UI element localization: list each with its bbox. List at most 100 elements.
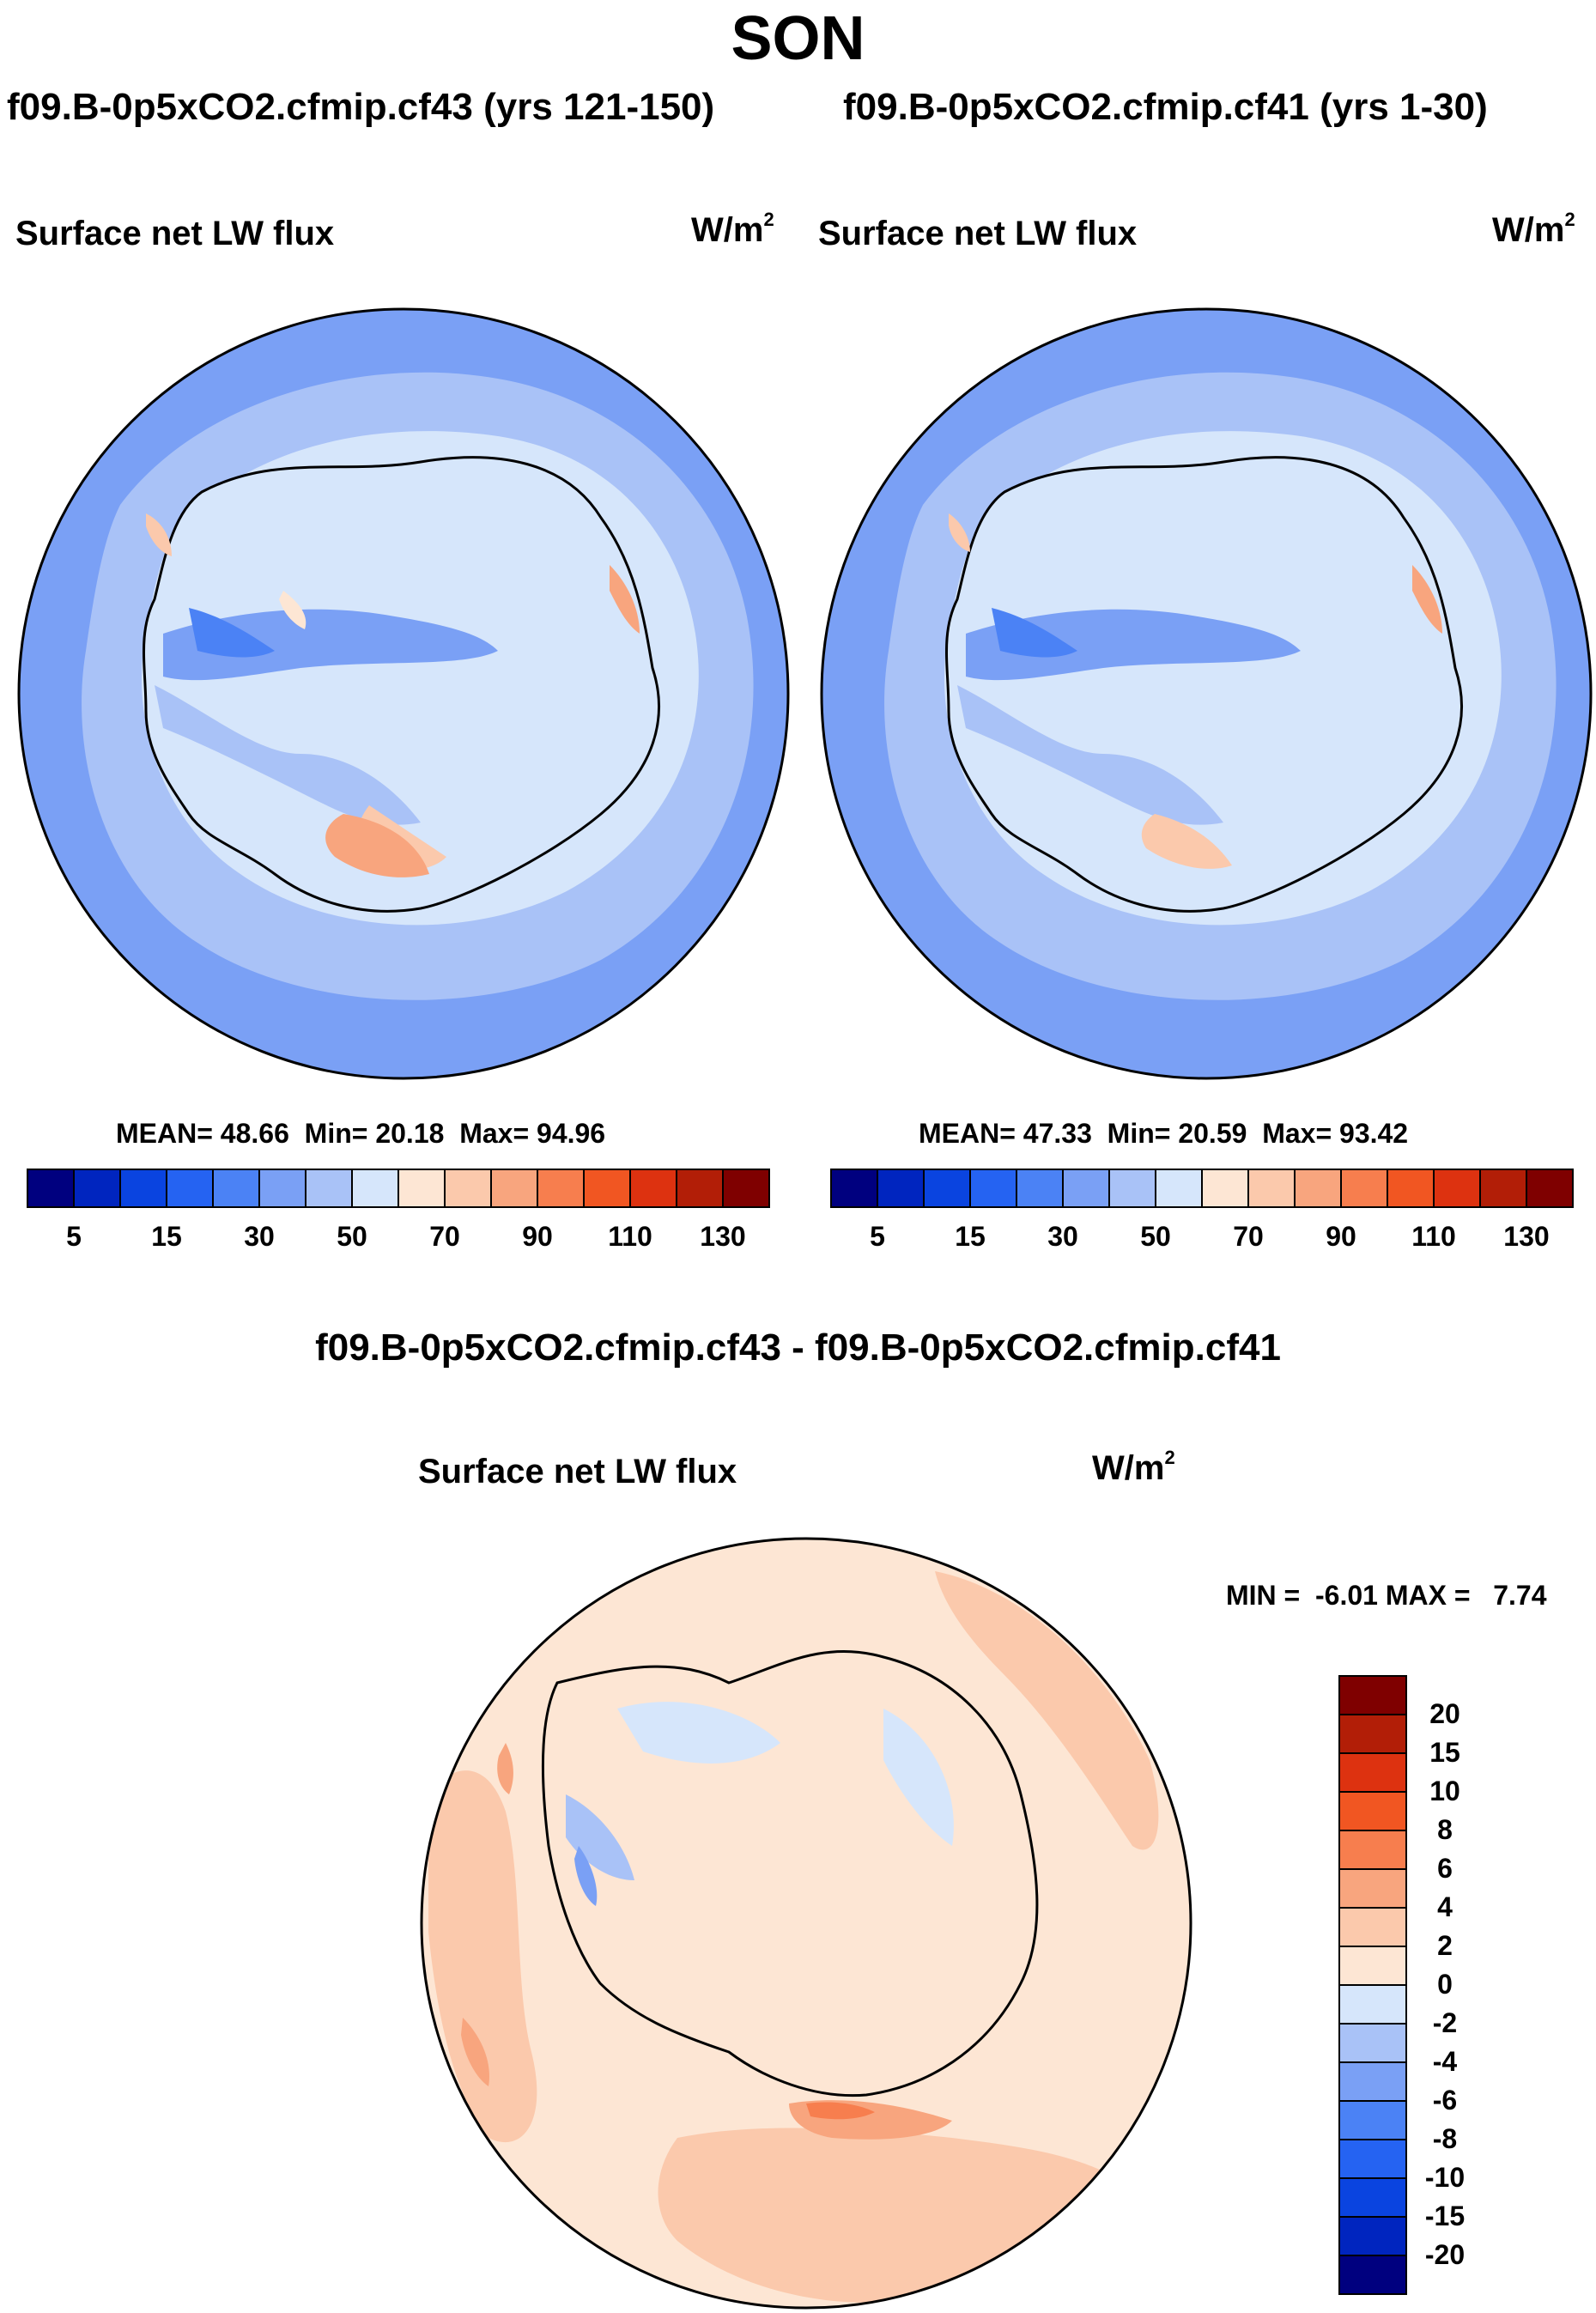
map-left-blue-patch-1: [163, 609, 498, 681]
colorbar-tick-label: 130: [1503, 1221, 1550, 1252]
colorbar-cell: [27, 1169, 75, 1208]
colorbar-cell: [1340, 1169, 1388, 1208]
map-right-border: [820, 307, 1593, 1080]
page-title: SON: [731, 4, 865, 73]
colorbar-tick-label: -2: [1432, 2007, 1458, 2038]
colorbar-cell: [1338, 1868, 1407, 1909]
colorbar-cell: [351, 1169, 399, 1208]
panel-right-units: W/m2: [1492, 208, 1575, 250]
colorbar-cell: [1338, 1675, 1407, 1715]
colorbar-cell: [722, 1169, 770, 1208]
colorbar-cell: [1338, 1752, 1407, 1793]
colorbar-cell: [1338, 2061, 1407, 2102]
colorbar-cell: [1338, 2255, 1407, 2295]
diff-units-exponent: 2: [1164, 1446, 1175, 1468]
panel-right-min-value: 20.59: [1178, 1118, 1247, 1149]
colorbar-tick-label: 5: [66, 1221, 82, 1252]
colorbar-tick-label: 5: [870, 1221, 885, 1252]
map-diff-warm-south-peak: [806, 2102, 875, 2120]
map-right-blue-patch-1: [966, 609, 1301, 681]
map-diff-warm-west: [428, 1770, 537, 2143]
colorbar-cell: [258, 1169, 306, 1208]
panel-right-units-exponent: 2: [1564, 208, 1575, 230]
colorbar-tick-label: 8: [1437, 1814, 1453, 1845]
colorbar-tick-label: 2: [1437, 1930, 1453, 1961]
panel-right-mean-value: 47.33: [1023, 1118, 1092, 1149]
map-left-warm-patch-2: [325, 814, 429, 877]
map-diff-warm-northeast: [935, 1571, 1159, 1850]
colorbar-cell: [1338, 2216, 1407, 2256]
colorbar-tick-label: 10: [1429, 1776, 1460, 1806]
map-diff-blue-west-core: [574, 1846, 598, 1906]
colorbar-cell: [1247, 1169, 1296, 1208]
map-left-warm-patch-5: [279, 591, 306, 629]
colorbar-cell: [1338, 1907, 1407, 1947]
colorbar-cell: [629, 1169, 677, 1208]
map-diff-warm-west-core: [461, 2018, 489, 2086]
colorbar-tick-label: 15: [1429, 1737, 1460, 1768]
colorbar-tick-label: 90: [1326, 1221, 1356, 1252]
colorbar-cell: [969, 1169, 1017, 1208]
colorbar-cell: [1062, 1169, 1110, 1208]
colorbar-tick-label: -4: [1432, 2046, 1458, 2077]
panel-left-min-label: Min=: [304, 1118, 368, 1149]
panel-right-units-base: W/m: [1492, 211, 1565, 249]
colorbar-tick-label: 20: [1429, 1698, 1460, 1729]
colorbar-tick-label: 130: [700, 1221, 746, 1252]
map-left-border: [17, 307, 790, 1080]
colorbar-cell: [1338, 1714, 1407, 1754]
colorbar-cell: [119, 1169, 167, 1208]
colorbar-cell: [676, 1169, 724, 1208]
colorbar-right-ticks: 5 15 30 50 70 90 110 130: [831, 1221, 1573, 1255]
colorbar-cell: [1338, 2139, 1407, 2179]
colorbar-cell: [1108, 1169, 1156, 1208]
map-diff-light-blue-1: [617, 1702, 780, 1764]
colorbar-cell: [1338, 2100, 1407, 2140]
colorbar-tick-label: 6: [1437, 1853, 1453, 1884]
colorbar-tick-label: 15: [151, 1221, 182, 1252]
panel-left-case-title: f09.B-0p5xCO2.cfmip.cf43 (yrs 121-150): [7, 86, 715, 128]
panel-right-case-title: f09.B-0p5xCO2.cfmip.cf41 (yrs 1-30): [843, 86, 1488, 128]
map-right-blue-patch-3: [992, 608, 1077, 658]
colorbar-tick-label: 15: [955, 1221, 986, 1252]
panel-left-units-base: W/m: [691, 211, 764, 249]
panel-right-max-label: Max=: [1262, 1118, 1332, 1149]
colorbar-cell: [830, 1169, 878, 1208]
colorbar-tick-label: 4: [1437, 1891, 1453, 1922]
colorbar-cell: [1526, 1169, 1574, 1208]
diff-variable-label: Surface net LW flux: [418, 1453, 737, 1490]
diff-minmax: MIN = -6.01 MAX = 7.74: [1226, 1580, 1547, 1611]
colorbar-right: [830, 1169, 1574, 1208]
map-diff: [420, 1537, 1192, 2310]
colorbar-diff-ticks: 20 15 10 8 6 4 2 0 -2 -4 -6 -8 -10 -15 -20: [1415, 1676, 1501, 2294]
colorbar-left-ticks: 5 15 30 50 70 90 110 130: [27, 1221, 769, 1255]
colorbar-cell: [212, 1169, 260, 1208]
colorbar-cell: [1479, 1169, 1527, 1208]
map-left-blue-patch-2: [155, 685, 421, 825]
colorbar-cell: [1338, 1984, 1407, 2025]
map-diff-blue-west: [566, 1794, 634, 1880]
colorbar-tick-label: 70: [429, 1221, 460, 1252]
panel-right-min-label: Min=: [1107, 1118, 1171, 1149]
colorbar-cell: [1016, 1169, 1064, 1208]
map-right-warm-patch-3: [949, 513, 970, 552]
panel-left-units: W/m2: [691, 209, 774, 250]
colorbar-cell: [877, 1169, 925, 1208]
colorbar-cell: [1433, 1169, 1481, 1208]
map-diff-light-blue-2: [883, 1709, 954, 1846]
colorbar-tick-label: 30: [1047, 1221, 1078, 1252]
map-left-warm-patch-3: [610, 565, 640, 634]
diff-units-base: W/m: [1092, 1449, 1165, 1487]
colorbar-tick-label: 50: [1140, 1221, 1171, 1252]
colorbar-diff: [1338, 1675, 1407, 2295]
map-left: [17, 307, 790, 1080]
colorbar-cell: [1338, 1791, 1407, 1831]
map-right-antarctica: [945, 456, 1463, 913]
colorbar-cell: [1338, 1830, 1407, 1870]
colorbar-cell: [1155, 1169, 1203, 1208]
map-right-warm-patch-2: [1412, 565, 1442, 634]
panel-left-max-label: Max=: [459, 1118, 530, 1149]
map-left-antarctica: [143, 456, 660, 913]
colorbar-tick-label: 30: [244, 1221, 275, 1252]
map-right-blue-patch-2: [957, 685, 1223, 825]
